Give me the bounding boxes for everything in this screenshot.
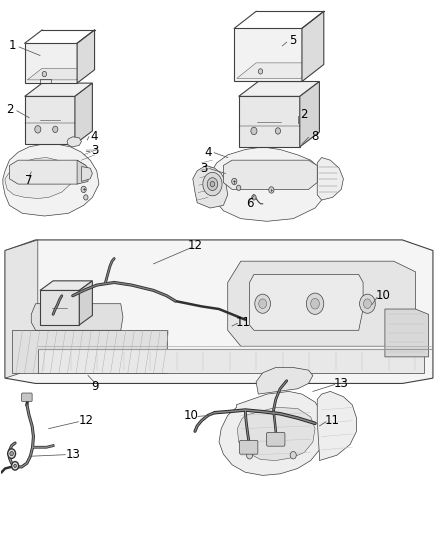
Polygon shape — [75, 83, 92, 144]
Polygon shape — [237, 407, 315, 461]
FancyBboxPatch shape — [21, 393, 32, 401]
Circle shape — [8, 449, 15, 458]
Text: 9: 9 — [91, 379, 98, 393]
Text: 13: 13 — [334, 377, 349, 390]
Polygon shape — [27, 68, 93, 80]
Polygon shape — [5, 240, 433, 383]
Text: 4: 4 — [205, 146, 212, 159]
Text: 5: 5 — [290, 34, 297, 47]
Circle shape — [290, 451, 296, 459]
Polygon shape — [5, 240, 38, 378]
FancyBboxPatch shape — [240, 440, 258, 454]
Polygon shape — [25, 43, 77, 83]
Circle shape — [237, 185, 241, 190]
Polygon shape — [228, 261, 416, 346]
Text: 7: 7 — [25, 174, 33, 187]
Circle shape — [42, 71, 46, 77]
Polygon shape — [67, 137, 81, 147]
Circle shape — [255, 294, 271, 313]
Polygon shape — [40, 281, 92, 290]
Text: 12: 12 — [187, 239, 202, 252]
Polygon shape — [250, 274, 363, 330]
Polygon shape — [256, 368, 313, 394]
Circle shape — [259, 299, 267, 309]
Text: 12: 12 — [78, 414, 93, 427]
Circle shape — [258, 69, 263, 74]
Circle shape — [203, 172, 222, 196]
Circle shape — [247, 451, 253, 459]
Circle shape — [232, 178, 237, 184]
Text: 8: 8 — [311, 130, 319, 143]
Polygon shape — [81, 166, 92, 181]
Circle shape — [252, 195, 256, 200]
Polygon shape — [25, 83, 92, 96]
Circle shape — [84, 195, 88, 200]
Polygon shape — [3, 144, 99, 216]
Polygon shape — [385, 309, 428, 357]
FancyBboxPatch shape — [267, 432, 285, 446]
Text: 10: 10 — [183, 409, 198, 422]
Polygon shape — [317, 391, 357, 461]
Polygon shape — [219, 391, 326, 475]
Circle shape — [306, 293, 324, 314]
Polygon shape — [12, 330, 166, 373]
Polygon shape — [239, 82, 319, 96]
Polygon shape — [317, 158, 343, 200]
Circle shape — [251, 127, 257, 135]
Polygon shape — [31, 304, 123, 330]
Circle shape — [360, 294, 375, 313]
Polygon shape — [25, 96, 75, 144]
Polygon shape — [79, 281, 92, 325]
Polygon shape — [234, 28, 302, 82]
Polygon shape — [193, 165, 228, 208]
Polygon shape — [210, 147, 326, 221]
Circle shape — [14, 464, 16, 467]
Text: 13: 13 — [65, 448, 80, 461]
Polygon shape — [77, 160, 88, 184]
Circle shape — [311, 298, 319, 309]
Circle shape — [269, 187, 274, 193]
Circle shape — [364, 299, 371, 309]
Polygon shape — [40, 290, 79, 325]
Circle shape — [35, 126, 41, 133]
Polygon shape — [10, 160, 86, 184]
Circle shape — [53, 126, 58, 133]
Text: 3: 3 — [91, 144, 98, 157]
Polygon shape — [38, 349, 424, 373]
Polygon shape — [5, 158, 75, 198]
Text: 3: 3 — [200, 161, 208, 175]
Text: 11: 11 — [325, 414, 340, 427]
Circle shape — [276, 128, 281, 134]
Circle shape — [210, 181, 215, 187]
Polygon shape — [223, 160, 317, 189]
Polygon shape — [237, 63, 322, 78]
Text: 4: 4 — [91, 130, 98, 143]
Circle shape — [81, 186, 86, 192]
Polygon shape — [77, 30, 95, 83]
Text: 1: 1 — [9, 39, 17, 52]
Text: 10: 10 — [375, 289, 390, 302]
Text: 6: 6 — [246, 197, 253, 211]
Polygon shape — [239, 96, 300, 147]
Polygon shape — [300, 82, 319, 147]
Circle shape — [12, 462, 18, 470]
Text: 11: 11 — [236, 316, 251, 329]
Circle shape — [207, 177, 218, 190]
Text: 2: 2 — [300, 109, 308, 122]
Text: 2: 2 — [7, 103, 14, 116]
Circle shape — [10, 451, 13, 456]
Polygon shape — [302, 11, 324, 82]
